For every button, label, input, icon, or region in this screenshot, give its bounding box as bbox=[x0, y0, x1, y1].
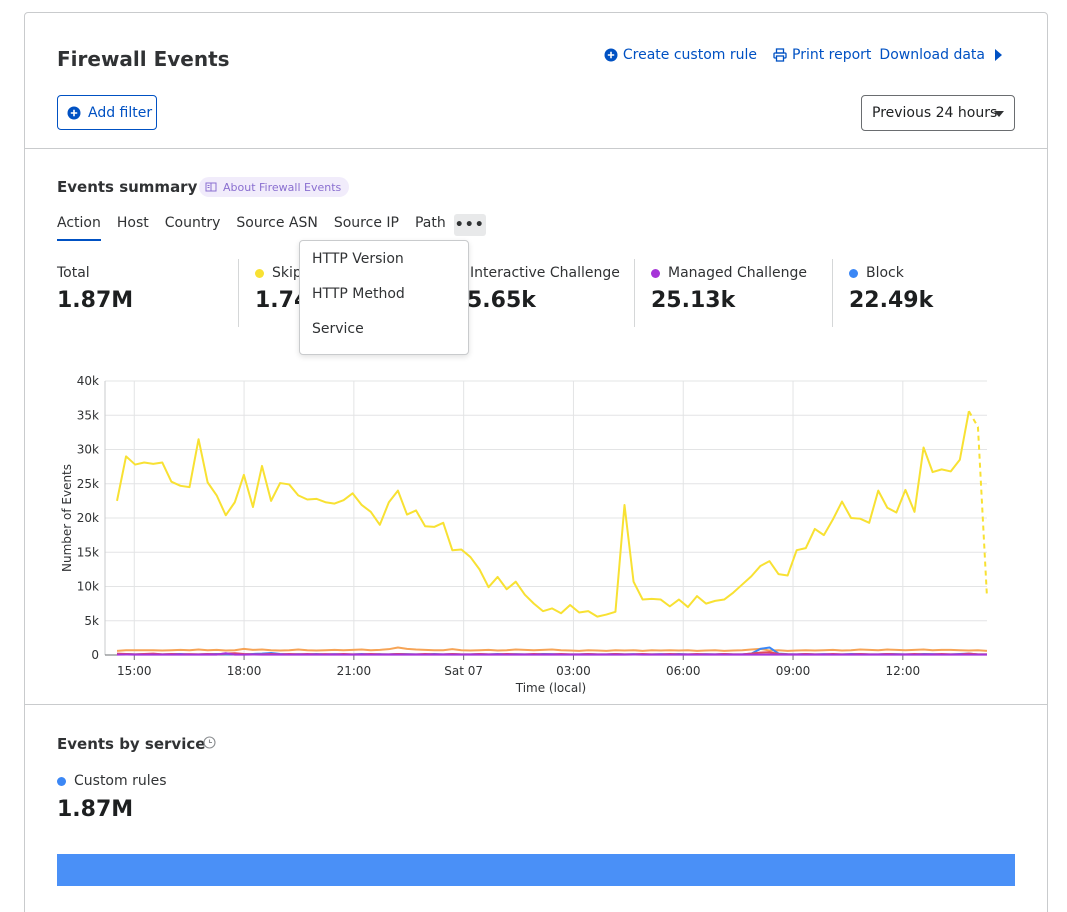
stat-divider bbox=[832, 259, 833, 327]
x-axis-label: Time (local) bbox=[515, 681, 587, 695]
plus-circle-icon bbox=[604, 48, 618, 62]
y-tick-label: 0 bbox=[91, 648, 99, 662]
y-tick-label: 5k bbox=[84, 614, 99, 628]
time-range-select[interactable]: Previous 24 hours bbox=[861, 95, 1015, 131]
add-filter-label: Add filter bbox=[88, 104, 153, 121]
about-firewall-events-label: About Firewall Events bbox=[223, 180, 342, 194]
header-actions: Create custom rule Print report Download… bbox=[596, 47, 1007, 63]
service-bar bbox=[57, 854, 1015, 886]
caret-right-icon bbox=[993, 48, 1007, 62]
tab-country[interactable]: Country bbox=[164, 215, 221, 231]
add-filter-button[interactable]: Add filter bbox=[57, 95, 157, 130]
block-dot-icon bbox=[849, 268, 858, 278]
dropdown-item-http-version[interactable]: HTTP Version bbox=[312, 251, 404, 267]
stat-interactive-challenge: Interactive Challenge 5.65k bbox=[467, 265, 620, 313]
stat-value: 22.49k bbox=[849, 288, 934, 313]
service-legend-label: Custom rules bbox=[74, 773, 167, 789]
stat-divider bbox=[238, 259, 239, 327]
x-tick-label: 21:00 bbox=[337, 664, 372, 678]
summary-tabs: Action Host Country Source ASN Source IP… bbox=[57, 214, 486, 241]
tab-host[interactable]: Host bbox=[116, 215, 149, 231]
series-line-dashed bbox=[968, 410, 988, 598]
x-tick-label: 09:00 bbox=[776, 664, 811, 678]
x-tick-label: 03:00 bbox=[556, 664, 591, 678]
tab-source-asn[interactable]: Source ASN bbox=[236, 215, 318, 231]
y-axis-label: Number of Events bbox=[60, 464, 74, 572]
more-tabs-dropdown: HTTP Version HTTP Method Service bbox=[299, 240, 469, 355]
about-firewall-events-link[interactable]: About Firewall Events bbox=[199, 177, 350, 197]
y-tick-label: 30k bbox=[77, 443, 99, 457]
events-by-service-title: Events by service bbox=[57, 735, 206, 753]
service-total-value: 1.87M bbox=[57, 797, 134, 822]
x-tick-label: Sat 07 bbox=[444, 664, 483, 678]
plus-circle-icon bbox=[67, 106, 81, 120]
clock-icon bbox=[203, 736, 216, 749]
section-divider bbox=[25, 148, 1047, 149]
book-icon bbox=[205, 181, 217, 193]
y-tick-label: 35k bbox=[77, 408, 99, 422]
stat-total: Total 1.87M bbox=[57, 265, 133, 313]
managed-challenge-dot-icon bbox=[651, 268, 660, 278]
stat-value: 1.87M bbox=[57, 288, 134, 313]
y-tick-label: 40k bbox=[77, 374, 99, 388]
stat-value: 25.13k bbox=[651, 288, 736, 313]
print-report-link[interactable]: Print report bbox=[773, 47, 871, 63]
tab-path[interactable]: Path bbox=[414, 215, 446, 231]
dropdown-item-service[interactable]: Service bbox=[312, 321, 364, 337]
firewall-events-card: Firewall Events Create custom rule Print… bbox=[24, 12, 1048, 912]
service-legend: Custom rules bbox=[57, 773, 167, 789]
skip-dot-icon bbox=[255, 268, 264, 278]
stat-label: Block bbox=[866, 265, 904, 281]
download-data-link[interactable]: Download data bbox=[879, 47, 1007, 63]
y-tick-label: 10k bbox=[77, 580, 99, 594]
events-line-chart: 0 5k 10k 15k 20k 25k 30k 35k 40k 15:00 18:00 21:00 S… bbox=[60, 374, 988, 695]
series-line bbox=[116, 652, 988, 656]
create-custom-rule-link[interactable]: Create custom rule bbox=[604, 47, 757, 63]
y-tick-label: 15k bbox=[77, 545, 99, 559]
y-tick-label: 25k bbox=[77, 477, 99, 491]
stat-label: Total bbox=[57, 265, 90, 281]
stat-label: Interactive Challenge bbox=[470, 265, 620, 281]
create-custom-rule-label: Create custom rule bbox=[622, 47, 757, 63]
download-data-label: Download data bbox=[879, 47, 985, 63]
tab-action[interactable]: Action bbox=[57, 215, 101, 241]
stat-label: Skip bbox=[272, 265, 302, 281]
dropdown-item-http-method[interactable]: HTTP Method bbox=[312, 286, 405, 302]
printer-icon bbox=[773, 48, 787, 62]
x-tick-label: 12:00 bbox=[886, 664, 921, 678]
page-title: Firewall Events bbox=[57, 47, 230, 71]
tab-source-ip[interactable]: Source IP bbox=[333, 215, 399, 231]
stat-value: 5.65k bbox=[467, 288, 536, 313]
section-divider bbox=[25, 704, 1047, 705]
x-tick-label: 18:00 bbox=[227, 664, 262, 678]
custom-rules-dot-icon bbox=[57, 776, 66, 786]
time-range-value: Previous 24 hours bbox=[872, 105, 998, 121]
chevron-down-icon bbox=[994, 111, 1004, 117]
events-summary-title: Events summary bbox=[57, 178, 198, 196]
stat-label: Managed Challenge bbox=[668, 265, 807, 281]
y-tick-label: 20k bbox=[77, 511, 99, 525]
more-tabs-button[interactable]: ••• bbox=[453, 214, 486, 236]
print-report-label: Print report bbox=[792, 47, 872, 63]
stat-managed-challenge: Managed Challenge 25.13k bbox=[651, 265, 807, 313]
x-tick-label: 15:00 bbox=[117, 664, 152, 678]
series-line bbox=[116, 646, 988, 652]
stat-divider bbox=[634, 259, 635, 327]
x-tick-label: 06:00 bbox=[666, 664, 701, 678]
series-line bbox=[116, 410, 970, 618]
stat-block: Block 22.49k bbox=[849, 265, 933, 313]
